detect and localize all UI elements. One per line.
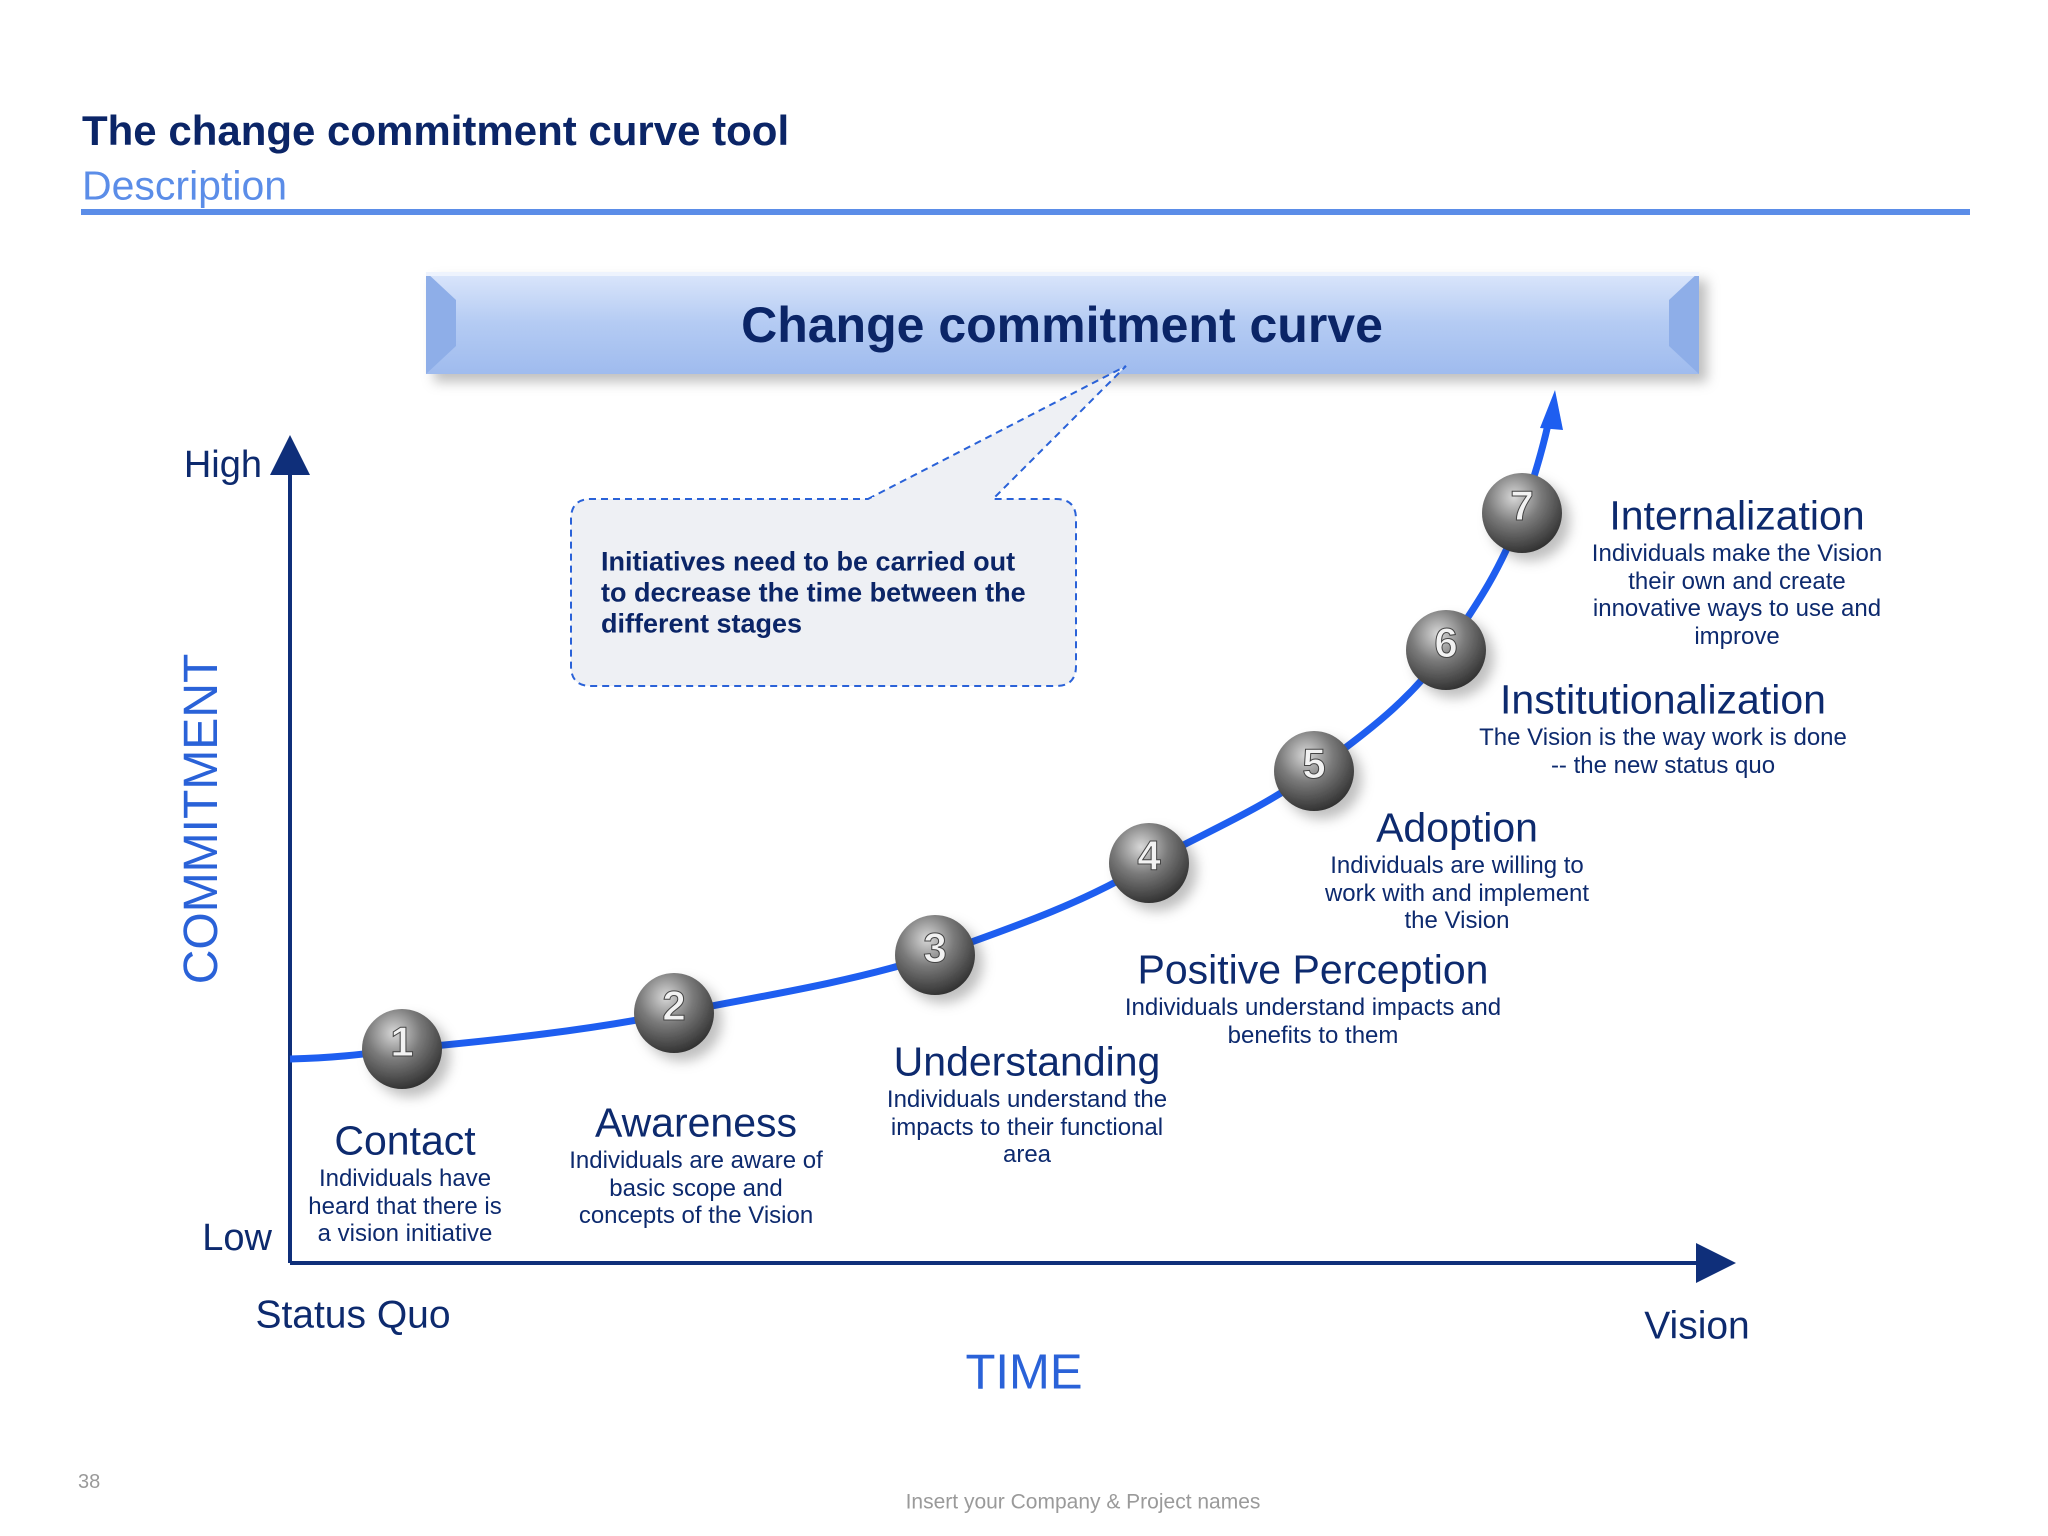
stage-name: Internalization — [1609, 492, 1865, 539]
stage-description: innovative ways to use and — [1592, 595, 1882, 622]
stage-description: Individuals have — [318, 1165, 492, 1192]
stage-description: area — [1002, 1141, 1052, 1168]
stage-description: Individuals are willing to — [1330, 852, 1584, 879]
stage-description: their own and create — [1628, 567, 1846, 595]
callout-text: to decrease the time between the — [601, 577, 1026, 608]
title-rule — [81, 209, 1970, 215]
x-end-label: Vision — [1644, 1304, 1750, 1348]
y-axis-title: COMMITMENT — [175, 653, 228, 985]
stage-description: The Vision is the way work is done — [1479, 724, 1847, 751]
stage-name: Understanding — [893, 1038, 1161, 1085]
x-start-label: Status Quo — [255, 1293, 451, 1337]
curve-arrow — [1540, 390, 1563, 430]
stage-description: impacts to their functional — [890, 1113, 1164, 1141]
stage-number: 4 — [1137, 832, 1161, 879]
stage-description: a vision initiative — [317, 1220, 493, 1247]
callout-text: different stages — [601, 608, 803, 639]
stage-ball — [362, 1009, 442, 1089]
stage-ball — [1109, 823, 1189, 903]
stage-number: 3 — [923, 924, 946, 971]
stage-ball — [1482, 473, 1562, 553]
stage-name: Institutionalization — [1500, 676, 1826, 723]
stage-description: basic scope and — [609, 1174, 783, 1202]
y-high-label: High — [183, 444, 262, 486]
banner-title: Change commitment curve — [741, 297, 1383, 353]
stage-name: Adoption — [1376, 804, 1538, 851]
stage-description: improve — [1694, 622, 1780, 650]
stage-name: Contact — [334, 1117, 476, 1164]
stage-number: 7 — [1510, 482, 1533, 529]
callout-box — [570, 365, 1127, 687]
stage-number: 1 — [390, 1018, 413, 1065]
stage-name: Awareness — [594, 1099, 798, 1146]
page-title: The change commitment curve tool — [82, 107, 790, 154]
stage-ball — [1406, 610, 1486, 690]
x-axis-title: TIME — [965, 1345, 1083, 1400]
y-low-label: Low — [202, 1217, 272, 1259]
stage-description: the Vision — [1404, 907, 1510, 934]
page-number: 38 — [78, 1471, 101, 1493]
callout-gap — [872, 497, 991, 502]
stage-ball — [895, 915, 975, 995]
banner — [426, 272, 1699, 374]
stage-name: Positive Perception — [1137, 946, 1489, 993]
stage-description: Individuals are aware of — [569, 1147, 823, 1174]
footer-note: Insert your Company & Project names — [905, 1490, 1261, 1514]
stage-description: Individuals understand the — [886, 1086, 1168, 1113]
stage-description: work with and implement — [1324, 879, 1590, 907]
stage-description: heard that there is — [308, 1192, 502, 1220]
stage-description: Individuals make the Vision — [1591, 540, 1883, 567]
stage-description: Individuals understand impacts and — [1124, 994, 1502, 1021]
commitment-curve — [289, 414, 1554, 1063]
stage-ball — [634, 973, 714, 1053]
stage-number: 2 — [662, 982, 685, 1029]
stage-number: 5 — [1302, 740, 1325, 787]
stage-description: -- the new status quo — [1550, 751, 1776, 779]
stage-number: 6 — [1434, 619, 1457, 666]
page-subtitle: Description — [82, 162, 288, 209]
stage-ball — [1274, 731, 1354, 811]
stage-description: benefits to them — [1227, 1021, 1399, 1049]
callout-text: Initiatives need to be carried out — [601, 546, 1016, 577]
stage-description: concepts of the Vision — [578, 1202, 814, 1229]
